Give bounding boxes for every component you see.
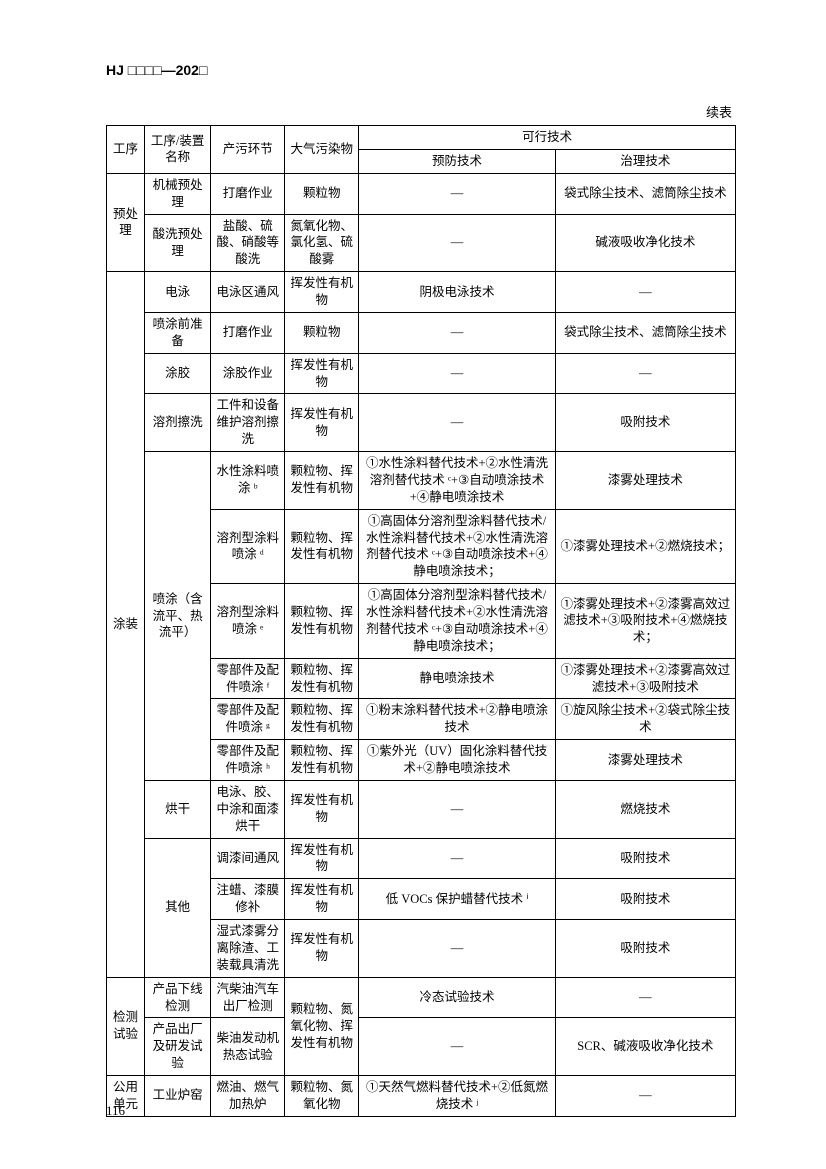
table-row: 其他调漆间通风挥发性有机物—吸附技术 bbox=[107, 838, 736, 879]
table-row: 涂装电泳电泳区通风挥发性有机物阴极电泳技术— bbox=[107, 272, 736, 313]
th-pollutant: 大气污染物 bbox=[285, 126, 359, 174]
table-row: 预处理机械预处理打磨作业颗粒物—袋式除尘技术、滤筒除尘技术 bbox=[107, 173, 736, 214]
th-treat: 治理技术 bbox=[555, 149, 735, 173]
table-row: 检测试验产品下线检测汽柴油汽车出厂检测颗粒物、氮氧化物、挥发性有机物冷态试验技术… bbox=[107, 977, 736, 1018]
table-row: 溶剂擦洗工件和设备维护溶剂擦洗挥发性有机物—吸附技术 bbox=[107, 394, 736, 452]
table-row: 喷涂前准备打磨作业颗粒物—袋式除尘技术、滤筒除尘技术 bbox=[107, 312, 736, 353]
continuation-label: 续表 bbox=[106, 102, 736, 121]
table-row: 涂胶涂胶作业挥发性有机物—— bbox=[107, 353, 736, 394]
table-row: 烘干电泳、胶、中涂和面漆烘干挥发性有机物—燃烧技术 bbox=[107, 780, 736, 838]
th-prevent: 预防技术 bbox=[359, 149, 555, 173]
th-device: 工序/装置名称 bbox=[145, 126, 211, 174]
th-process: 工序 bbox=[107, 126, 145, 174]
table-row: 公用单元工业炉窑燃油、燃气加热炉颗粒物、氮氧化物①天然气燃料替代技术+②低氮燃烧… bbox=[107, 1076, 736, 1117]
table-row: 喷涂（含流平、热流平）水性涂料喷涂 ᵇ颗粒物、挥发性有机物①水性涂料替代技术+②… bbox=[107, 452, 736, 510]
page-number: 116 bbox=[106, 1103, 125, 1119]
doc-header-code: HJ □□□□—202□ bbox=[106, 62, 736, 78]
th-feasible: 可行技术 bbox=[359, 126, 736, 150]
table-row: 酸洗预处理盐酸、硫酸、硝酸等酸洗氮氧化物、氯化氢、硫酸雾—碱液吸收净化技术 bbox=[107, 214, 736, 272]
technology-table: 工序 工序/装置名称 产污环节 大气污染物 可行技术 预防技术 治理技术 预处理… bbox=[106, 125, 736, 1117]
th-step: 产污环节 bbox=[211, 126, 285, 174]
table-row: 产品出厂及研发试验柴油发动机热态试验—SCR、碱液吸收净化技术 bbox=[107, 1018, 736, 1076]
